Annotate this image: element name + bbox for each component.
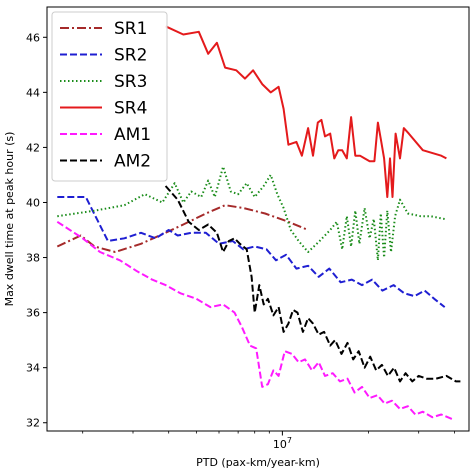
- legend-label-am1: AM1: [114, 125, 151, 145]
- legend-label-sr3: SR3: [114, 72, 147, 92]
- legend-label-sr2: SR2: [114, 46, 147, 66]
- x-axis: 107: [82, 431, 455, 451]
- legend-label-sr1: SR1: [114, 19, 147, 39]
- y-axis: 32 34 36 38 40 42 44 46: [26, 31, 47, 430]
- series-line-sr2: [57, 196, 446, 308]
- y-tick-label: 42: [26, 141, 40, 154]
- y-tick-label: 40: [26, 196, 40, 209]
- series-line-sr4: [165, 25, 447, 198]
- series-line-am1: [56, 220, 455, 421]
- series-layer: [56, 25, 461, 421]
- y-tick-label: 38: [26, 252, 40, 265]
- series-line-am2: [164, 185, 461, 383]
- series-line-sr3: [57, 165, 445, 262]
- y-tick-label: 44: [26, 86, 40, 99]
- y-tick-label: 32: [26, 417, 40, 430]
- y-tick-label: 46: [26, 31, 40, 44]
- series-line-sr1: [56, 204, 309, 253]
- plot-border: [46, 6, 470, 432]
- legend-label-am2: AM2: [114, 152, 151, 172]
- legend-label-sr4: SR4: [114, 99, 147, 119]
- x-tick-label: 107: [273, 436, 292, 451]
- y-tick-label: 34: [26, 362, 40, 375]
- y-tick-label: 36: [26, 307, 40, 320]
- x-axis-label: PTD (pax-km/year-km): [196, 456, 320, 469]
- legend: SR1 SR2 SR3 SR4 AM1 AM2: [51, 11, 168, 182]
- y-axis-label: Max dwell time at peak hour (s): [3, 132, 16, 307]
